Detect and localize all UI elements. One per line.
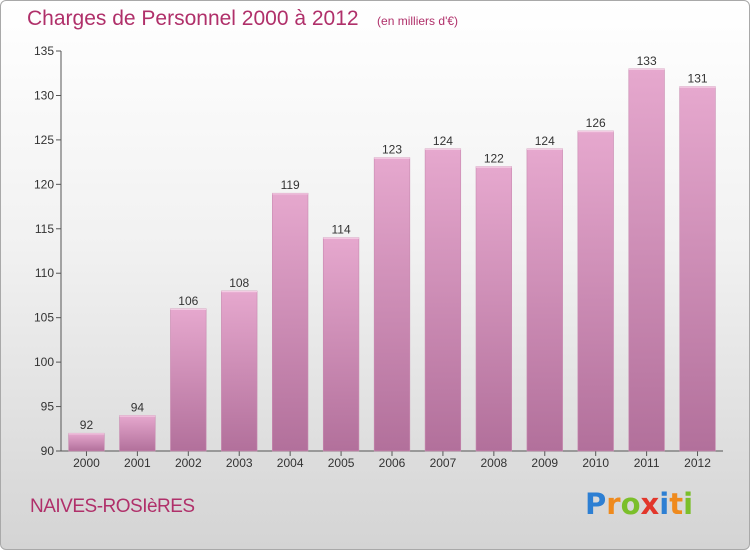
data-label: 122 [484, 152, 504, 166]
bar-highlight [272, 193, 308, 195]
bar [322, 237, 360, 452]
bar-highlight [577, 131, 614, 133]
x-tick-label: 2003 [226, 456, 253, 470]
y-tick-label: 125 [34, 133, 54, 147]
bar [424, 148, 462, 452]
y-tick-label: 120 [34, 177, 54, 191]
bar-highlight [679, 86, 716, 88]
bar [221, 290, 258, 452]
bar [68, 432, 105, 452]
bar [272, 192, 309, 452]
x-tick-label: 2007 [430, 456, 457, 470]
data-label: 124 [535, 134, 555, 148]
y-tick-label: 105 [34, 311, 54, 325]
bar-highlight [628, 68, 665, 70]
bars [68, 68, 716, 452]
data-label: 133 [637, 54, 657, 68]
proxiti-logo: Proxiti [585, 487, 693, 521]
bar [170, 308, 207, 452]
logo-letter: r [606, 487, 621, 521]
x-tick-label: 2006 [379, 456, 406, 470]
data-label: 94 [131, 400, 145, 414]
bar [526, 148, 563, 452]
bar-highlight [374, 157, 410, 159]
bar [679, 86, 716, 452]
y-tick-label: 95 [41, 400, 55, 414]
bar-highlight [526, 148, 563, 150]
bar-highlight [68, 433, 105, 435]
bar [475, 166, 512, 452]
data-labels: 92 94 106 108 119 114 123 124 122 124 126 133 131 [80, 54, 708, 432]
data-label: 106 [178, 294, 198, 308]
x-tick-label: 2011 [634, 456, 660, 470]
x-tick-label: 2005 [328, 456, 355, 470]
bar [577, 130, 614, 452]
data-label: 126 [586, 116, 606, 130]
logo-letter: i [659, 487, 670, 521]
bar [119, 415, 156, 452]
y-tick-label: 110 [35, 266, 54, 280]
bar-highlight [221, 291, 258, 293]
axes: 90 95 100 105 110 115 120 125 130 135 2000 2001 2002… [34, 44, 723, 470]
data-label: 92 [80, 418, 94, 432]
bar-highlight [425, 148, 461, 150]
bar [373, 157, 411, 452]
y-tick-label: 115 [35, 222, 54, 236]
x-tick-label: 2012 [684, 456, 711, 470]
data-label: 108 [229, 276, 249, 290]
logo-letter: o [620, 487, 641, 521]
data-label: 131 [688, 72, 708, 86]
x-tick-label: 2000 [73, 456, 100, 470]
y-tick-label: 135 [34, 44, 54, 58]
bar-highlight [476, 166, 512, 168]
y-tick-label: 100 [34, 355, 54, 369]
logo-letter: x [640, 487, 660, 521]
chart-subtitle: (en milliers d'€) [377, 14, 459, 28]
x-tick-label: 2004 [277, 456, 304, 470]
logo-letter: t [669, 487, 684, 521]
title-row: Charges de Personnel 2000 à 2012 (en mil… [27, 7, 458, 31]
bar-highlight [323, 237, 359, 239]
x-tick-label: 2002 [175, 456, 202, 470]
y-tick-label: 130 [34, 88, 54, 102]
x-tick-label: 2001 [124, 456, 151, 470]
data-label: 114 [332, 223, 351, 237]
data-label: 123 [382, 143, 402, 157]
location-name: NAIVES-ROSIèRES [30, 496, 195, 517]
x-tick-label: 2010 [582, 456, 609, 470]
bar-highlight [119, 415, 156, 417]
logo-letter: P [585, 487, 607, 521]
x-tick-label: 2009 [531, 456, 558, 470]
bar [628, 68, 665, 452]
y-tick-label: 90 [41, 444, 55, 458]
chart-title: Charges de Personnel 2000 à 2012 [27, 7, 359, 30]
x-tick-label: 2008 [480, 456, 507, 470]
data-label: 119 [281, 178, 300, 192]
bar-highlight [170, 308, 207, 310]
logo-letter: i [683, 487, 694, 521]
data-label: 124 [433, 134, 453, 148]
